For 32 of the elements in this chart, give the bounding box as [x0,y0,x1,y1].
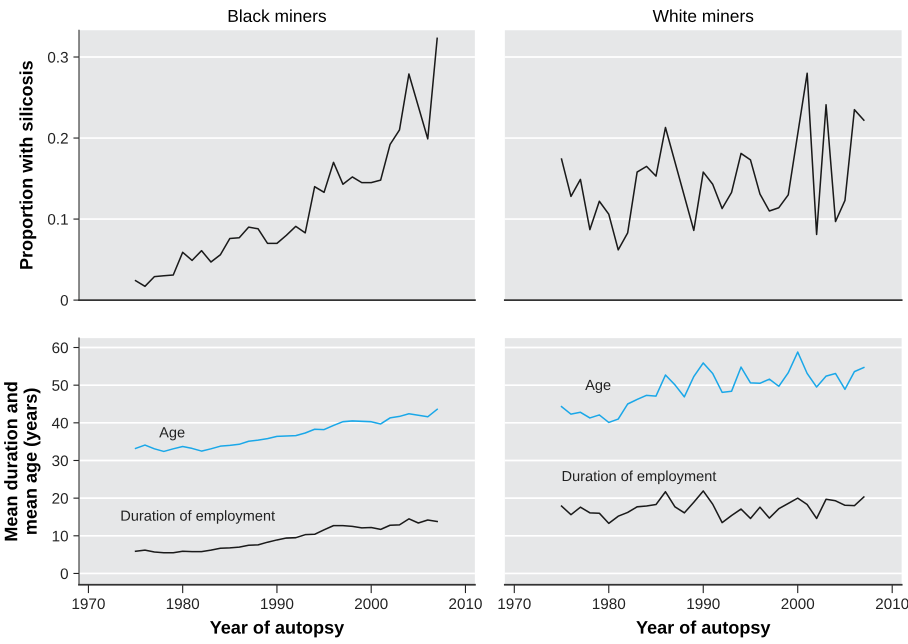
x-tick-label: 1970 [498,598,531,610]
chart-title: White miners [652,9,754,22]
x-axis-title: Year of autopsy [636,620,770,638]
series-label: Duration of employment [121,510,275,524]
x-tick-label: 1990 [687,598,720,610]
line-series [134,408,438,452]
y-tick-label: 0.3 [48,52,68,63]
y-tick-label: 10 [52,530,68,542]
x-tick-label: 1970 [72,598,105,610]
series-label: Duration of employment [562,470,716,484]
y-tick-label: 0 [60,294,68,306]
x-tick-label: 1980 [166,598,200,610]
x-tick-label: 2000 [354,598,388,610]
y-tick-label: 40 [52,418,68,429]
y-tick-label: 50 [52,380,68,391]
chart-title: Black miners [228,9,326,22]
series-label: Age [585,380,610,393]
x-tick-label: 1990 [261,598,294,610]
y-axis-title: Proportion with silicosis [19,61,36,269]
x-tick-label: 2010 [449,598,482,610]
y-tick-label: 30 [52,455,68,466]
x-axis-title: Year of autopsy [210,620,344,638]
line-series [134,38,438,288]
x-tick-label: 2000 [782,598,814,610]
x-tick-label: 1980 [592,598,626,610]
y-tick-label: 20 [52,493,68,504]
series-label: Age [159,427,184,440]
y-axis-title: Mean duration and mean age (years) [4,382,40,540]
y-tick-label: 60 [52,342,68,354]
y-tick-label: 0 [60,568,68,580]
y-tick-label: 0.1 [48,214,68,225]
y-tick-label: 0.2 [48,132,68,144]
